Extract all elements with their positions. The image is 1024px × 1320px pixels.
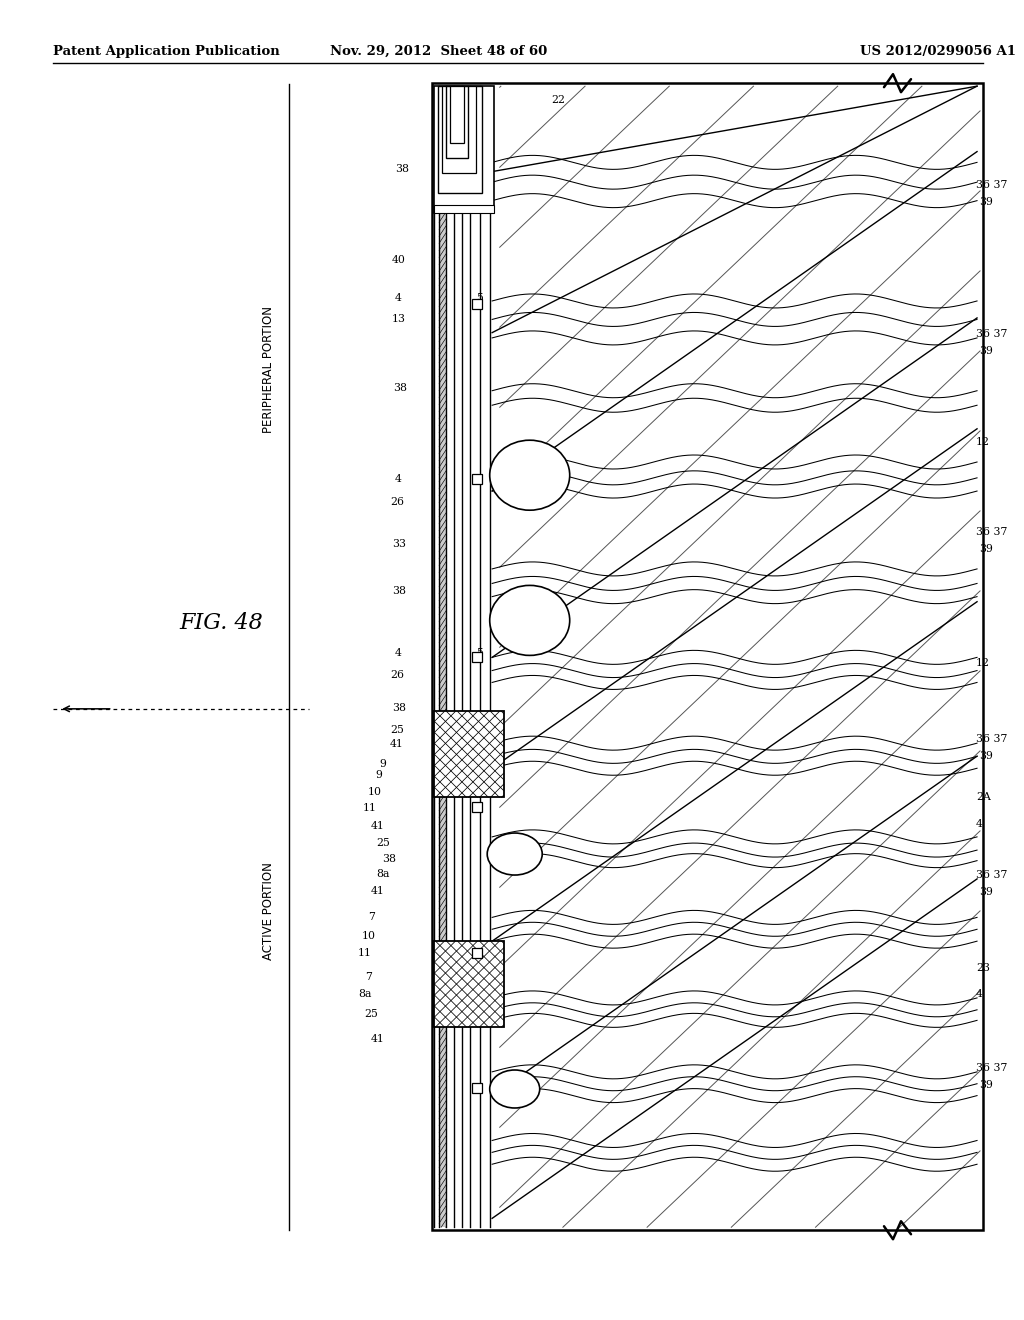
Text: 23: 23 — [976, 962, 990, 973]
Text: ACTIVE PORTION: ACTIVE PORTION — [262, 862, 274, 960]
Text: 25: 25 — [390, 725, 404, 735]
Ellipse shape — [489, 440, 569, 511]
Text: 33: 33 — [392, 539, 407, 549]
Bar — [434, 941, 504, 1027]
Text: 7: 7 — [366, 972, 372, 982]
Text: 38: 38 — [395, 164, 410, 174]
Text: 39: 39 — [979, 544, 993, 554]
Text: 39: 39 — [979, 197, 993, 207]
Text: 39: 39 — [979, 346, 993, 356]
Text: 36 37: 36 37 — [976, 527, 1008, 537]
Text: 10: 10 — [361, 931, 376, 941]
Text: 8a: 8a — [357, 989, 372, 999]
Bar — [500, 86, 980, 1228]
Text: 2A: 2A — [976, 792, 991, 803]
Text: 38: 38 — [393, 383, 408, 393]
Bar — [442, 86, 476, 173]
Bar — [438, 86, 482, 193]
Text: 5: 5 — [476, 1082, 482, 1093]
Text: 5: 5 — [476, 948, 482, 958]
Text: Patent Application Publication: Patent Application Publication — [53, 45, 280, 58]
Bar — [472, 652, 482, 663]
Text: 4: 4 — [395, 648, 401, 659]
Text: 36 37: 36 37 — [976, 1063, 1008, 1073]
Text: PERIPHERAL PORTION: PERIPHERAL PORTION — [262, 306, 274, 433]
Ellipse shape — [489, 585, 569, 656]
Text: 5: 5 — [476, 474, 482, 484]
Bar — [451, 86, 464, 143]
Bar — [472, 1082, 482, 1093]
Bar — [434, 711, 504, 797]
Text: 8a: 8a — [376, 869, 390, 879]
Text: 4: 4 — [976, 989, 983, 999]
Text: 39: 39 — [979, 887, 993, 898]
Text: 7: 7 — [369, 912, 375, 923]
Text: 5: 5 — [476, 293, 482, 304]
Text: 36 37: 36 37 — [976, 329, 1008, 339]
Text: 38: 38 — [392, 586, 407, 597]
Text: 36 37: 36 37 — [976, 734, 1008, 744]
Text: 39: 39 — [979, 1080, 993, 1090]
Text: 41: 41 — [371, 821, 385, 832]
Text: 41: 41 — [389, 739, 403, 750]
Bar — [446, 86, 468, 158]
Text: 13: 13 — [391, 314, 406, 325]
Bar — [434, 941, 504, 1027]
Text: 41: 41 — [371, 886, 385, 896]
Bar — [432, 83, 983, 1230]
Text: 4: 4 — [395, 293, 401, 304]
Bar — [434, 86, 495, 213]
Bar — [472, 474, 482, 484]
Text: 36 37: 36 37 — [976, 870, 1008, 880]
Bar — [434, 711, 504, 797]
Text: 36 37: 36 37 — [976, 180, 1008, 190]
Text: 26: 26 — [390, 496, 404, 507]
Bar — [439, 86, 446, 1228]
Text: 40: 40 — [391, 255, 406, 265]
Bar — [472, 298, 482, 309]
Text: FIG. 48: FIG. 48 — [179, 612, 263, 634]
Text: 4: 4 — [395, 474, 401, 484]
Bar — [472, 948, 482, 958]
Text: 39: 39 — [979, 751, 993, 762]
Text: 12: 12 — [976, 437, 990, 447]
Text: Nov. 29, 2012  Sheet 48 of 60: Nov. 29, 2012 Sheet 48 of 60 — [330, 45, 547, 58]
Text: 9: 9 — [376, 770, 382, 780]
Bar — [434, 205, 495, 213]
Text: 25: 25 — [376, 838, 390, 849]
Text: 41: 41 — [371, 1034, 385, 1044]
Text: 12: 12 — [976, 657, 990, 668]
Text: 11: 11 — [362, 803, 377, 813]
Ellipse shape — [489, 1071, 540, 1107]
Text: 25: 25 — [364, 1008, 378, 1019]
Text: 9: 9 — [380, 759, 386, 770]
Bar — [472, 801, 482, 812]
Text: 22: 22 — [551, 95, 565, 106]
Text: 5: 5 — [476, 803, 482, 813]
Text: 26: 26 — [390, 669, 404, 680]
Text: 38: 38 — [382, 854, 396, 865]
Ellipse shape — [487, 833, 543, 875]
Text: US 2012/0299056 A1: US 2012/0299056 A1 — [860, 45, 1016, 58]
Text: 10: 10 — [368, 787, 382, 797]
Text: 38: 38 — [392, 702, 407, 713]
Text: 11: 11 — [357, 948, 372, 958]
Text: 5: 5 — [476, 648, 482, 659]
Text: 4: 4 — [976, 818, 983, 829]
